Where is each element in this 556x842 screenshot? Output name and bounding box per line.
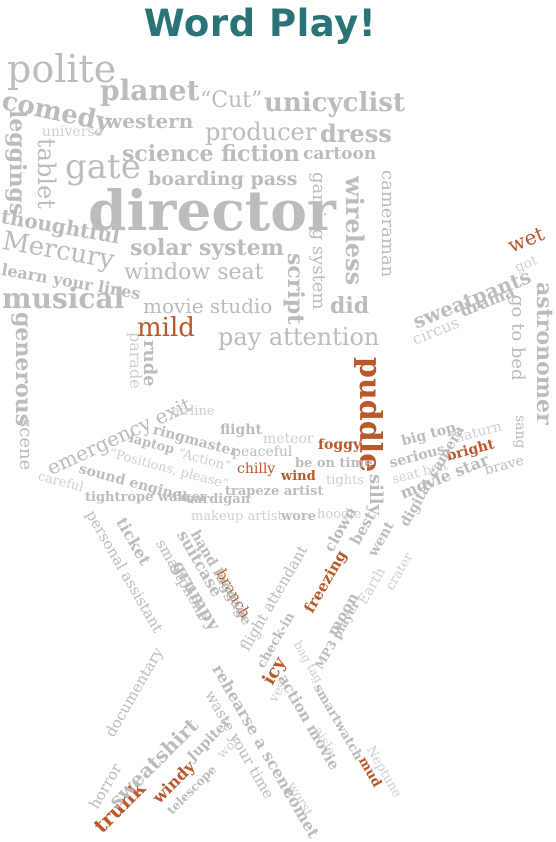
word-60: chilly xyxy=(237,461,276,477)
word-32: got xyxy=(512,252,540,276)
word-70: makeup artist xyxy=(191,509,283,524)
word-43: silly xyxy=(365,474,386,516)
word-10: cartoon xyxy=(303,144,377,164)
word-17: window seat xyxy=(124,260,264,285)
word-88: crater xyxy=(383,550,417,593)
word-62: tights xyxy=(326,473,364,488)
word-3: unicyclist xyxy=(264,88,405,118)
word-12: boarding pass xyxy=(148,168,298,190)
word-29: script xyxy=(282,253,308,325)
word-23: pay attention xyxy=(218,323,380,351)
word-45: airline xyxy=(172,404,215,419)
word-72: hoodie xyxy=(317,507,362,522)
word-47: flight xyxy=(220,422,262,438)
word-41: rude xyxy=(139,340,160,387)
word-24: leggings xyxy=(4,110,30,216)
word-48: meteor xyxy=(263,431,314,447)
word-61: wind xyxy=(281,469,316,484)
word-6: producer xyxy=(205,118,317,146)
word-0: polite xyxy=(7,47,117,91)
word-20: movie studio xyxy=(143,294,273,318)
word-7: dress xyxy=(320,119,392,148)
word-36: sang xyxy=(512,415,528,449)
word-25: tablet xyxy=(32,138,60,209)
word-37: astronomer xyxy=(531,282,556,425)
word-22: mild xyxy=(137,313,195,343)
word-28: cameraman xyxy=(377,170,398,278)
word-27: wireless xyxy=(340,176,369,286)
word-38: generous xyxy=(10,312,36,427)
word-104: documentary xyxy=(101,644,167,740)
word-5: western xyxy=(105,109,194,133)
word-71: wore xyxy=(281,509,316,524)
word-35: go to bed xyxy=(507,295,528,381)
word-11: gate xyxy=(65,147,141,187)
word-55: be on time xyxy=(295,456,373,471)
word-26: gaming system xyxy=(308,172,329,310)
word-19: musical xyxy=(2,282,125,315)
word-68: cardigan xyxy=(186,492,251,507)
word-65: trapeze artist xyxy=(225,484,324,499)
word-15: solar system xyxy=(130,235,284,261)
word-13: director xyxy=(88,178,336,243)
word-69: tightrope walker xyxy=(85,490,207,505)
word-21: did xyxy=(330,293,370,319)
word-9: science fiction xyxy=(122,141,300,167)
word-87: Earth xyxy=(355,564,389,608)
word-1: planet xyxy=(100,74,200,107)
word-2: “Cut” xyxy=(200,88,263,113)
word-8: universe xyxy=(42,124,103,140)
word-31: wet xyxy=(504,221,548,258)
word-49: foggy xyxy=(318,437,362,453)
page-title: Word Play! xyxy=(143,2,377,45)
word-54: peaceful xyxy=(232,444,293,460)
word-39: scene xyxy=(15,418,36,471)
word-102: comet xyxy=(279,784,324,842)
word-42: puddle xyxy=(352,357,387,473)
